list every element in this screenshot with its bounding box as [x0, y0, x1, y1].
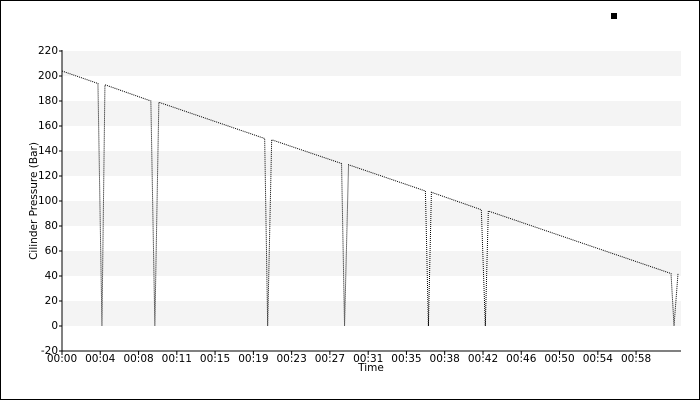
- grid-band: [62, 101, 681, 126]
- grid-band: [62, 251, 681, 276]
- x-tick-label: 00:38: [430, 353, 460, 365]
- y-tick-label: 220: [38, 45, 58, 57]
- x-tick-label: 00:00: [47, 353, 77, 365]
- grid-band: [62, 151, 681, 176]
- x-tick-label: 00:50: [544, 353, 574, 365]
- y-tick-label: -20: [41, 345, 58, 357]
- grid-band: [62, 301, 681, 326]
- y-tick-label: 20: [45, 295, 58, 307]
- x-tick-label: 00:27: [315, 353, 345, 365]
- x-tick-label: 00:35: [391, 353, 421, 365]
- y-tick-label: 40: [45, 270, 58, 282]
- x-axis-label: Time: [357, 362, 384, 374]
- y-axis-label: Cilinder Pressure (Bar): [28, 142, 40, 260]
- y-tick-label: 200: [38, 70, 58, 82]
- x-tick-label: 00:23: [276, 353, 306, 365]
- y-tick-label: 120: [38, 170, 58, 182]
- y-tick-label: 60: [45, 245, 58, 257]
- y-tick-label: 160: [38, 120, 58, 132]
- x-tick-label: 00:42: [468, 353, 498, 365]
- y-tick-label: 180: [38, 95, 58, 107]
- grid-band: [62, 51, 681, 76]
- x-tick-label: 00:08: [123, 353, 153, 365]
- y-tick-label: 0: [51, 320, 58, 332]
- grid-band: [62, 201, 681, 226]
- legend-marker: [611, 13, 617, 19]
- y-tick-label: 140: [38, 145, 58, 157]
- y-tick-label: 80: [45, 220, 58, 232]
- y-tick-label: 100: [38, 195, 58, 207]
- x-tick-label: 00:15: [200, 353, 230, 365]
- x-tick-label: 00:58: [621, 353, 651, 365]
- x-tick-label: 00:11: [162, 353, 192, 365]
- x-tick-label: 00:31: [353, 353, 383, 365]
- x-tick-label: 00:19: [238, 353, 268, 365]
- x-tick-label: 00:54: [583, 353, 614, 365]
- x-tick-label: 00:46: [506, 353, 537, 365]
- band-layer: [62, 51, 681, 326]
- x-tick-label: 00:04: [85, 353, 116, 365]
- pressure-line: [61, 70, 679, 327]
